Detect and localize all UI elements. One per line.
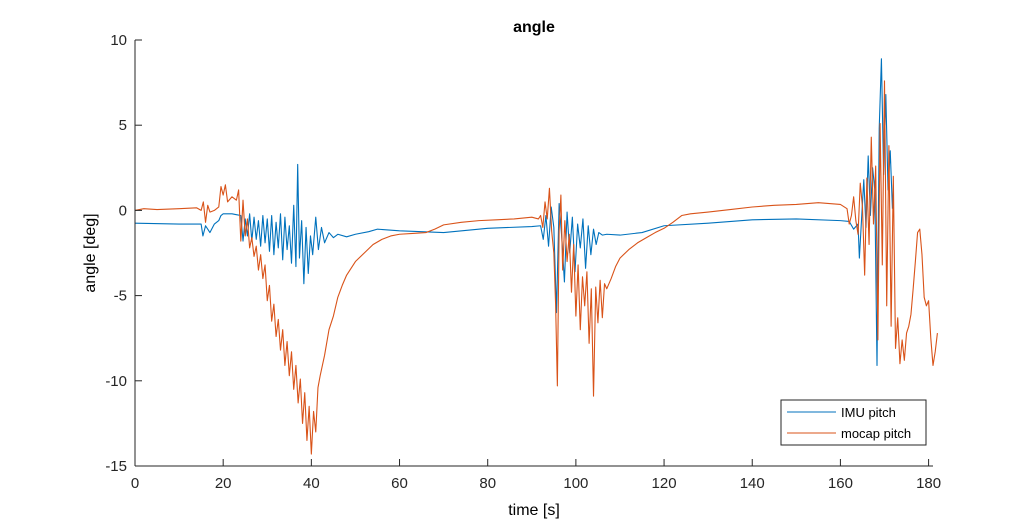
- x-tick-label: 100: [563, 475, 588, 492]
- y-tick-label: -5: [114, 288, 127, 305]
- y-tick-label: 0: [119, 202, 127, 219]
- legend-label-imu-pitch: IMU pitch: [841, 405, 896, 420]
- x-tick-label: 160: [828, 475, 853, 492]
- y-tick-label: -15: [105, 458, 127, 475]
- legend-label-mocap-pitch: mocap pitch: [841, 426, 911, 441]
- chart-title: angle: [513, 19, 555, 36]
- x-tick-label: 0: [131, 475, 139, 492]
- x-tick-label: 120: [652, 475, 677, 492]
- x-axis-title: time [s]: [508, 502, 560, 519]
- legend-box: [780, 399, 927, 446]
- y-tick-label: 10: [110, 32, 127, 49]
- y-tick-label: 5: [119, 117, 127, 134]
- x-tick-label: 140: [740, 475, 765, 492]
- y-tick-label: -10: [105, 373, 127, 390]
- plot-background: [135, 40, 933, 466]
- y-axis-title: angle [deg]: [82, 213, 99, 292]
- series-line-mocap-pitch: [134, 80, 938, 455]
- series-line-imu-pitch: [134, 58, 893, 367]
- legend: IMU pitch mocap pitch: [780, 399, 927, 446]
- x-tick-label: 80: [479, 475, 496, 492]
- x-ticks: 0 20 40 60 80 100 120 140 160 180: [131, 459, 941, 492]
- series-layer: [134, 58, 938, 455]
- x-tick-label: 20: [215, 475, 232, 492]
- axes-layer: [134, 40, 933, 467]
- x-tick-label: 40: [303, 475, 320, 492]
- x-tick-label: 60: [391, 475, 408, 492]
- plot-area: 0 20 40 60 80 100 120 140 160 180 -15 -10 -5 0 5 10: [105, 32, 941, 492]
- y-ticks: -15 -10 -5 0 5 10: [105, 32, 142, 475]
- x-tick-label: 180: [916, 475, 941, 492]
